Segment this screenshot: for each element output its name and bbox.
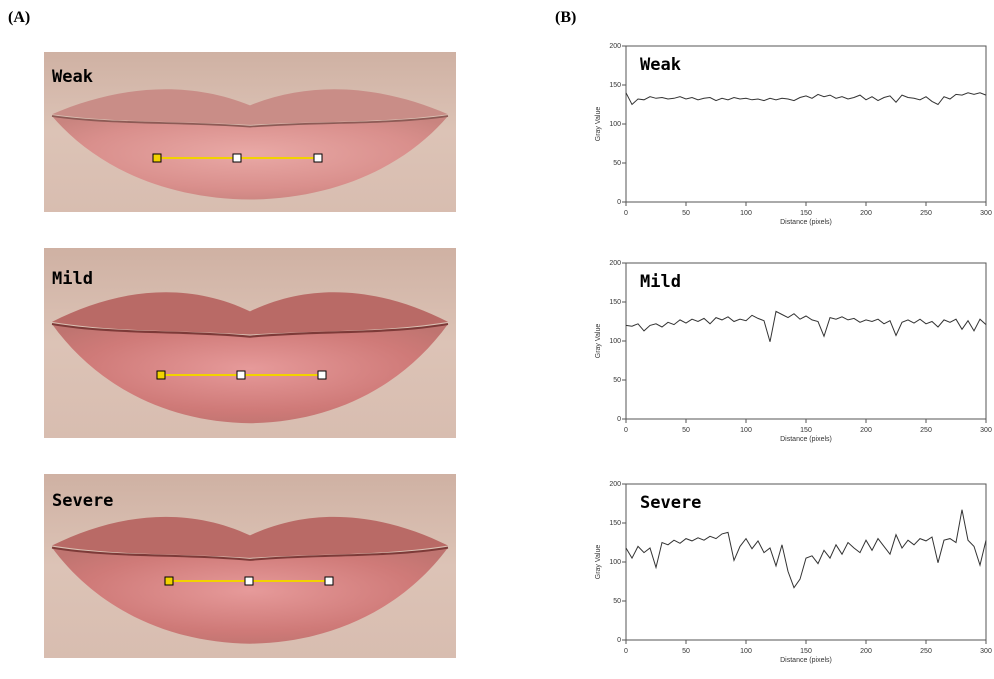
x-tick-label: 50 [682, 648, 690, 655]
x-tick-label: 300 [980, 210, 992, 217]
y-tick-label: 50 [613, 598, 621, 605]
x-tick-label: 250 [920, 210, 932, 217]
x-tick-label: 0 [624, 210, 628, 217]
y-tick-label: 200 [609, 260, 621, 267]
image-label: Severe [52, 491, 113, 511]
x-tick-label: 250 [920, 648, 932, 655]
x-tick-label: 200 [860, 427, 872, 434]
profile-line [625, 92, 987, 106]
y-tick-label: 100 [609, 338, 621, 345]
x-tick-label: 300 [980, 648, 992, 655]
x-tick-label: 150 [800, 427, 812, 434]
x-tick-label: 150 [800, 210, 812, 217]
image-label: Weak [52, 67, 93, 87]
profile-line [152, 153, 323, 163]
y-tick-label: 50 [613, 160, 621, 167]
x-tick-label: 100 [740, 427, 752, 434]
profile-line [164, 576, 334, 586]
x-tick-label: 250 [920, 427, 932, 434]
y-axis-label: Gray Value [595, 107, 602, 142]
y-tick-label: 100 [609, 121, 621, 128]
y-tick-label: 0 [617, 637, 621, 644]
chart-annotation: Weak [640, 55, 681, 75]
chart-annotation: Severe [640, 493, 701, 513]
profile-line [625, 509, 987, 589]
profile-line [625, 310, 987, 342]
y-tick-label: 100 [609, 559, 621, 566]
y-tick-label: 50 [613, 377, 621, 384]
y-axis-label: Gray Value [595, 545, 602, 580]
profile-line [156, 370, 327, 380]
x-tick-label: 200 [860, 648, 872, 655]
x-axis-label: Distance (pixels) [780, 219, 832, 226]
panel-label: (A) [8, 9, 30, 26]
y-tick-label: 150 [609, 520, 621, 527]
x-tick-label: 50 [682, 210, 690, 217]
chart-annotation: Mild [640, 272, 681, 292]
lip-photo [44, 248, 456, 438]
lip-photo [44, 52, 456, 212]
x-tick-label: 300 [980, 427, 992, 434]
x-tick-label: 100 [740, 210, 752, 217]
y-tick-label: 150 [609, 82, 621, 89]
x-tick-label: 200 [860, 210, 872, 217]
x-tick-label: 0 [624, 427, 628, 434]
x-tick-label: 0 [624, 648, 628, 655]
x-axis-label: Distance (pixels) [780, 657, 832, 664]
x-tick-label: 50 [682, 427, 690, 434]
panel-label: (B) [555, 9, 576, 26]
y-tick-label: 0 [617, 416, 621, 423]
x-tick-label: 150 [800, 648, 812, 655]
y-tick-label: 200 [609, 481, 621, 488]
image-label: Mild [52, 269, 93, 289]
y-tick-label: 150 [609, 299, 621, 306]
x-axis-label: Distance (pixels) [780, 436, 832, 443]
y-tick-label: 0 [617, 199, 621, 206]
x-tick-label: 100 [740, 648, 752, 655]
y-axis-label: Gray Value [595, 324, 602, 359]
y-tick-label: 200 [609, 43, 621, 50]
